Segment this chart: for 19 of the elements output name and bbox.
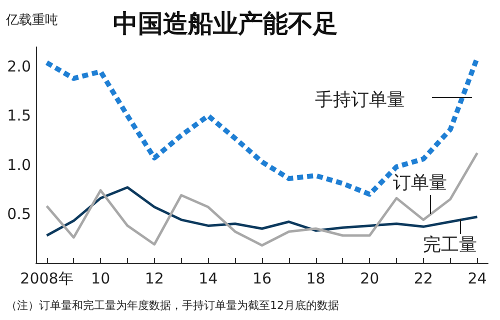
text: （注）订单量和完工量为年度数据，手持订单量为截至12月底的数据 [6, 299, 339, 312]
y-tick-label: 2.0 [7, 58, 31, 76]
y-tick-label: 0.5 [7, 204, 31, 223]
y-axis-title: 亿载重吨 [5, 13, 58, 28]
y-tick-label: 1.0 [7, 156, 31, 174]
series-label: 完工量 [423, 234, 477, 256]
x-tick-label: 18 [306, 270, 326, 288]
x-tick-label: 20 [360, 270, 380, 288]
chart-title: 中国造船业产能不足 [113, 9, 338, 38]
x-tick-label: 10 [91, 270, 110, 288]
y-tick-label: 1.5 [7, 106, 31, 125]
x-tick-label: 2008年 [20, 270, 74, 288]
series-label: 订单量 [393, 172, 447, 194]
x-tick-label: 16 [252, 270, 272, 288]
x-tick-label: 24 [468, 270, 487, 288]
x-tick-label: 14 [198, 270, 218, 288]
x-tick-label: 12 [144, 270, 164, 288]
x-tick-label: 22 [414, 270, 433, 288]
text: 手持订单量 [315, 90, 405, 110]
